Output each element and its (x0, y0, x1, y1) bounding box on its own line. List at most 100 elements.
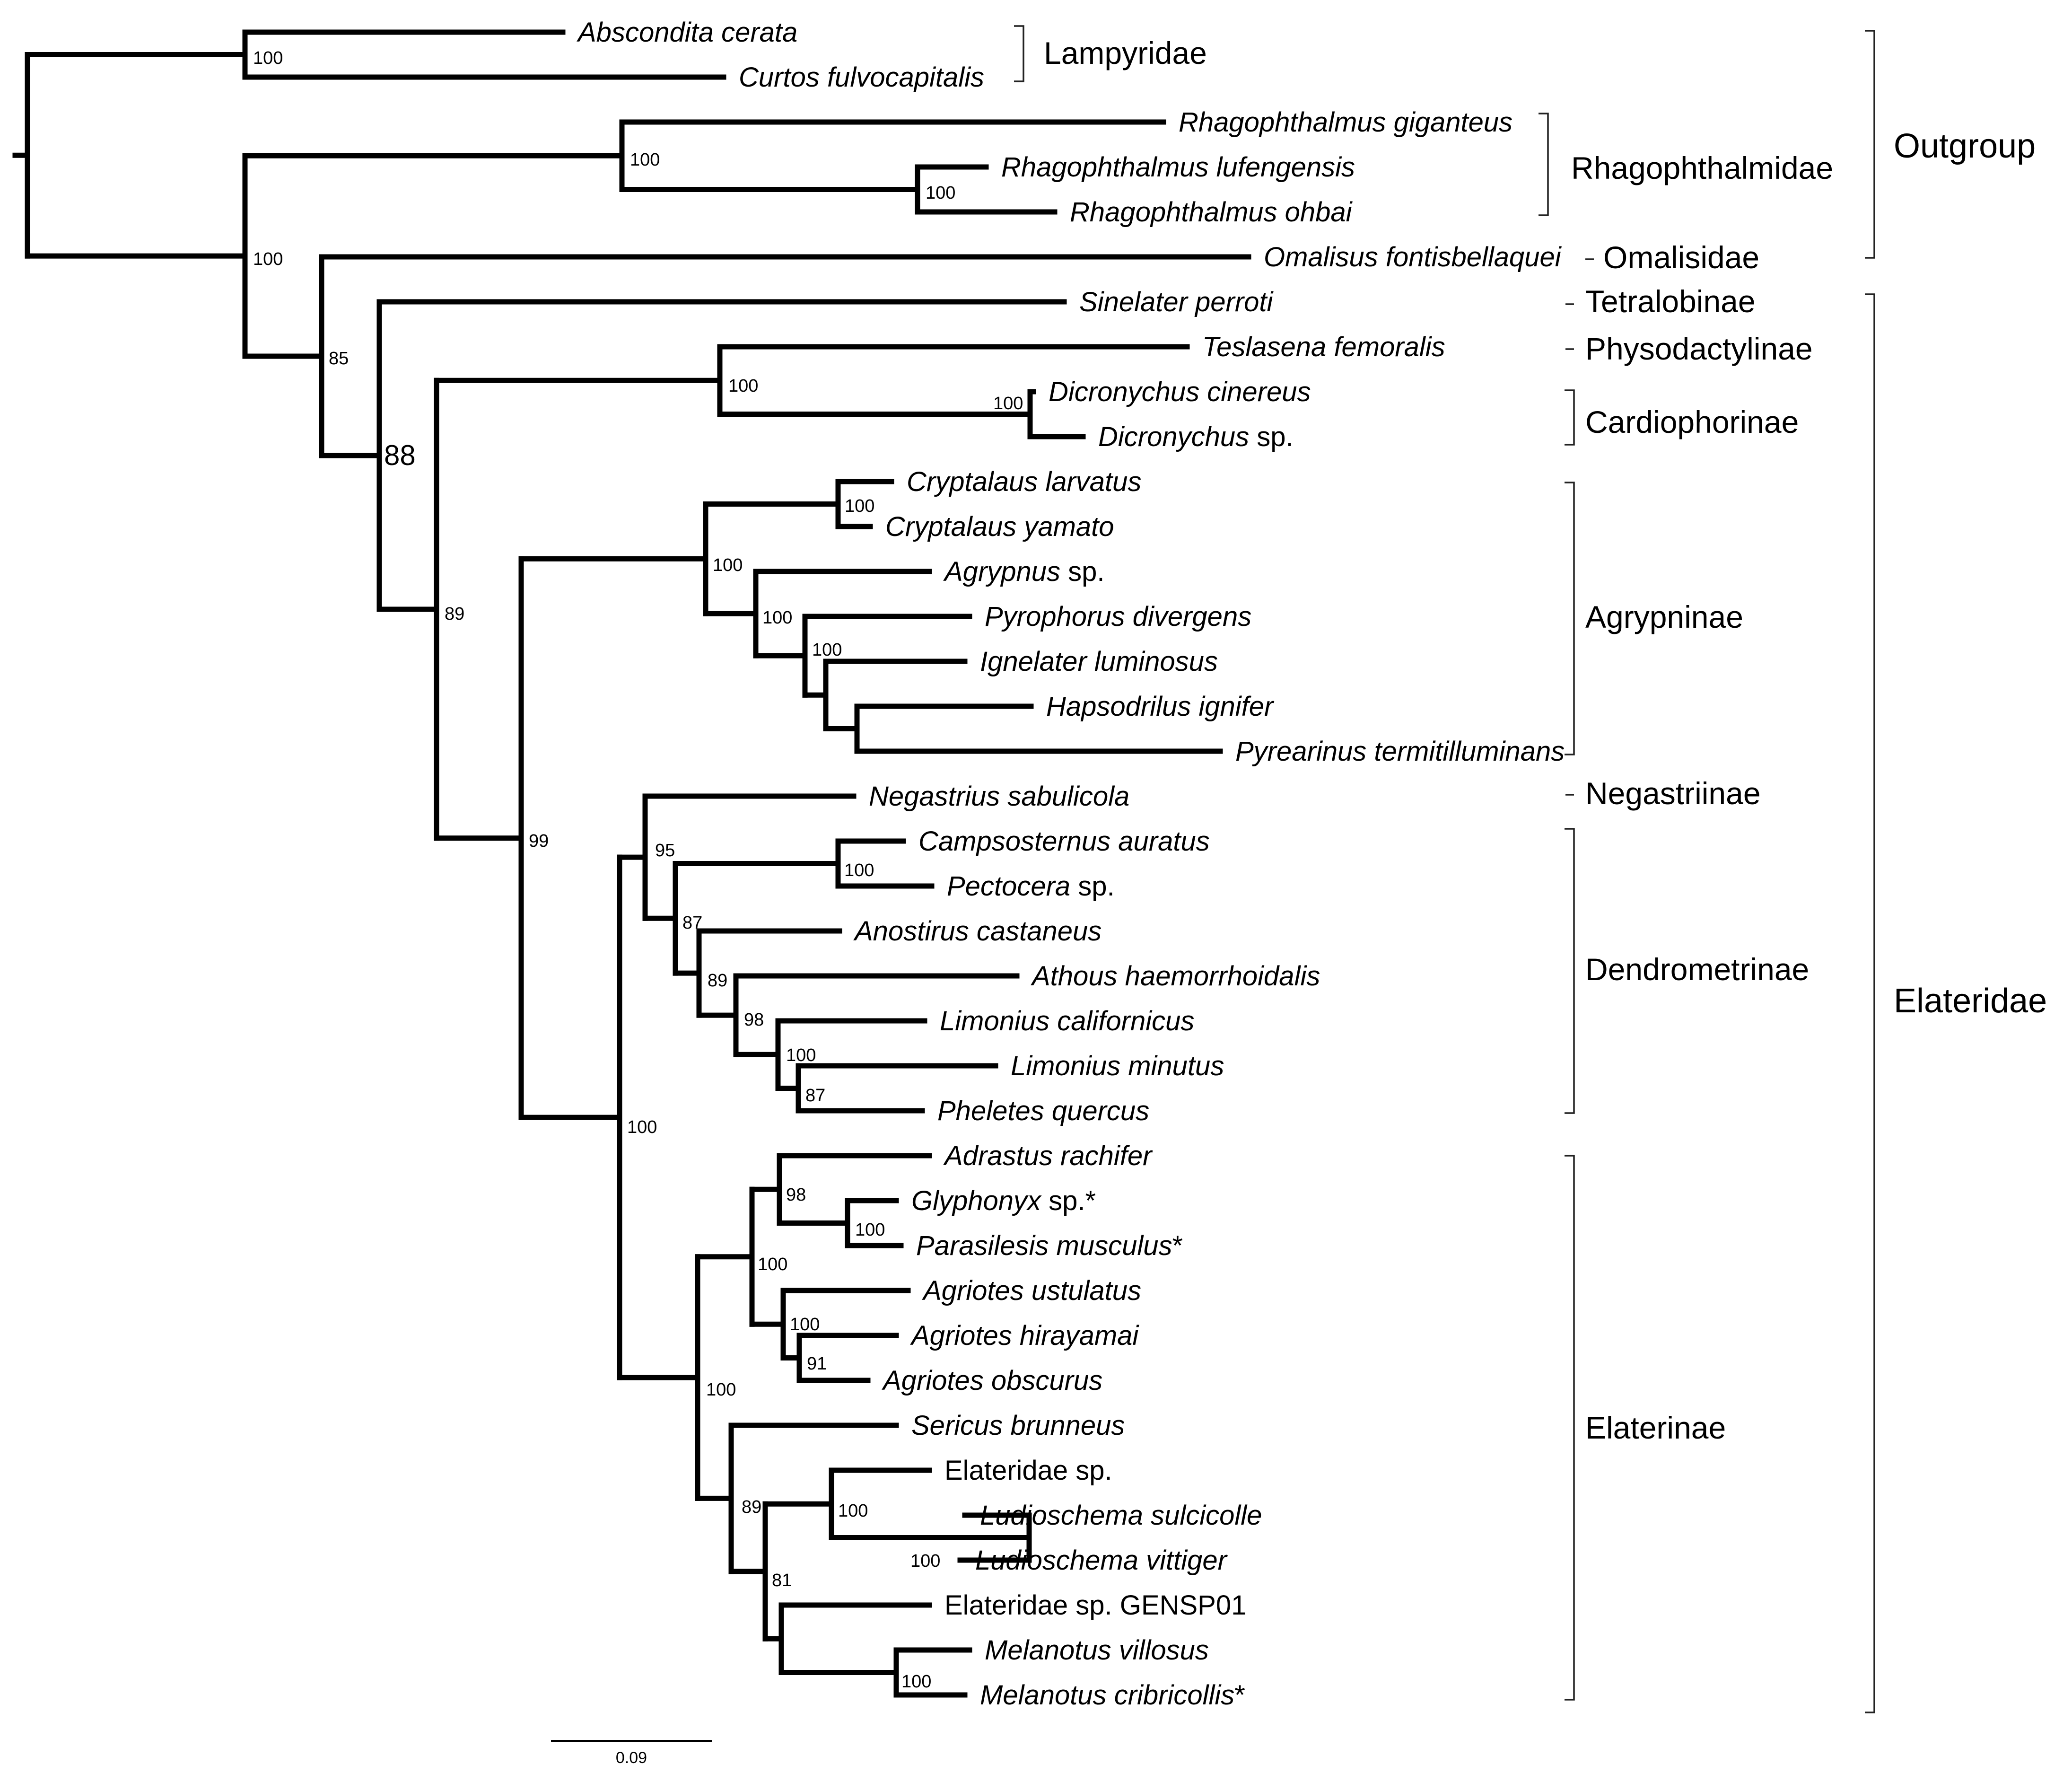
taxon-label: Campsosternus auratus (918, 826, 1210, 857)
support-value: 100 (812, 640, 842, 660)
taxon-label-part: Elateridae sp. (944, 1455, 1112, 1486)
taxon-label: Limonius californicus (940, 1006, 1194, 1036)
taxon-label-part: Ludioschema vittiger (975, 1545, 1228, 1576)
taxon-label: Athous haemorrhoidalis (1031, 961, 1320, 992)
taxon-label-part: Rhagophthalmus ohbai (1070, 197, 1353, 228)
taxon-label: Adrastus rachifer (943, 1141, 1153, 1171)
taxon-label: Pheletes quercus (937, 1096, 1149, 1126)
support-value: 100 (253, 48, 283, 68)
taxon-label-part: Agriotes ustulatus (922, 1275, 1141, 1306)
taxon-label-part: Hapsodrilus ignifer (1046, 691, 1275, 722)
taxon-label-part: Limonius minutus (1011, 1051, 1224, 1081)
taxon-label-part: Sinelater perroti (1079, 287, 1274, 317)
taxon-label-part: sp. (1060, 556, 1105, 587)
group-label: Agrypninae (1585, 599, 1743, 634)
group-label: Cardiophorinae (1585, 404, 1799, 439)
taxon-label: Abscondita cerata (577, 17, 797, 48)
taxon-label: Sericus brunneus (911, 1410, 1125, 1441)
support-value: 98 (786, 1185, 806, 1205)
taxon-label: Agriotes hirayamai (910, 1320, 1139, 1351)
group-brackets (1014, 25, 1875, 1713)
support-value: 100 (786, 1045, 816, 1065)
tree-branches (12, 29, 1251, 1698)
support-value: 98 (744, 1010, 764, 1030)
support-value: 100 (838, 1501, 868, 1521)
taxon-label-part: Pyrearinus termitilluminans (1235, 736, 1565, 767)
support-value: 89 (742, 1497, 761, 1517)
group-label: Dendrometrinae (1585, 952, 1809, 987)
clade-bracket (1565, 482, 1575, 755)
group-label: Rhagophthalmidae (1571, 150, 1833, 185)
group-label: Outgroup (1894, 127, 2036, 165)
taxon-label: Pectocera sp. (947, 871, 1115, 902)
group-label: Tetralobinae (1585, 284, 1756, 319)
support-values: 100 100 100 100 85 88 89 100 100 99 100 100 100 100 10… (253, 48, 1023, 1692)
support-value: 100 (713, 555, 743, 575)
taxon-label-part: Pyrophorus divergens (985, 601, 1251, 632)
group-label: Elaterinae (1585, 1410, 1726, 1445)
taxon-label-part: Agriotes obscurus (882, 1365, 1102, 1396)
taxon-label: Agrypnus sp. (943, 556, 1105, 587)
support-value: 100 (901, 1672, 931, 1692)
taxon-label-part: Limonius californicus (940, 1006, 1194, 1036)
taxon-label-part: Dicronychus cinereus (1049, 377, 1311, 407)
taxon-label-part: Pheletes quercus (937, 1096, 1149, 1126)
taxon-label: Anostirus castaneus (853, 916, 1102, 947)
support-value: 100 (706, 1380, 736, 1400)
taxon-label: Melanotus cribricollis* (980, 1680, 1245, 1711)
taxon-label-part: Campsosternus auratus (918, 826, 1210, 857)
support-value: 100 (758, 1255, 787, 1274)
clade-bracket (1565, 828, 1575, 1114)
taxon-label-part: Glyphonyx (911, 1185, 1042, 1216)
taxon-label-part: sp.* (1041, 1185, 1096, 1216)
taxon-label: Pyrearinus termitilluminans (1235, 736, 1565, 767)
taxon-label-part: Sericus brunneus (911, 1410, 1125, 1441)
taxon-label: Rhagophthalmus giganteus (1179, 107, 1512, 138)
group-label: Elateridae (1894, 982, 2047, 1020)
support-value: 87 (805, 1086, 825, 1106)
taxon-label: Melanotus villosus (985, 1635, 1209, 1666)
clade-bracket (1865, 30, 1875, 259)
scale-bar: 0.09 (551, 1740, 712, 1767)
support-value: 100 (627, 1117, 657, 1137)
support-value: 91 (807, 1354, 827, 1374)
taxon-label-part: Pectocera (947, 871, 1070, 902)
support-value: 100 (910, 1551, 940, 1571)
taxon-label: Elateridae sp. GENSP01 (944, 1590, 1246, 1621)
taxon-label: Sinelater perroti (1079, 287, 1274, 317)
group-label: Omalisidae (1603, 240, 1759, 275)
taxon-label: Hapsodrilus ignifer (1046, 691, 1275, 722)
clade-bracket (1865, 293, 1875, 1713)
taxon-label: Ignelater luminosus (980, 646, 1218, 677)
taxon-label-part: Elateridae sp. GENSP01 (944, 1590, 1246, 1621)
taxon-label-part: Ludioschema sulcicolle (980, 1500, 1262, 1531)
taxon-label: Rhagophthalmus lufengensis (1001, 152, 1355, 183)
clade-bracket (1014, 25, 1024, 82)
taxon-label-part: * (1172, 1230, 1183, 1261)
taxon-label: Agriotes obscurus (882, 1365, 1102, 1396)
taxon-label: Agriotes ustulatus (922, 1275, 1141, 1306)
taxon-labels: Abscondita cerata Curtos fulvocapitalis Rh… (577, 17, 1565, 1711)
group-labels: Lampyridae Rhagophthalmidae Omalisidae Tetr… (1044, 35, 2047, 1445)
taxon-label-part: * (1234, 1680, 1245, 1711)
support-value: 89 (708, 971, 727, 991)
taxon-label: Rhagophthalmus ohbai (1070, 197, 1353, 228)
taxon-label-part: Ignelater luminosus (980, 646, 1218, 677)
group-label: Physodactylinae (1585, 331, 1813, 366)
support-value: 87 (682, 913, 702, 933)
taxon-label-part: Adrastus rachifer (943, 1141, 1153, 1171)
taxon-label: Dicronychus sp. (1098, 421, 1294, 452)
taxon-label-part: Agrypnus (943, 556, 1060, 587)
taxon-label-part: Rhagophthalmus lufengensis (1001, 152, 1355, 183)
clade-bracket (1539, 113, 1549, 216)
support-value: 100 (993, 394, 1023, 413)
support-value: 100 (844, 860, 874, 880)
support-value: 100 (855, 1220, 885, 1240)
taxon-label-part: Curtos fulvocapitalis (739, 62, 984, 93)
taxon-label-part: Teslasena femoralis (1202, 332, 1445, 362)
taxon-label: Omalisus fontisbellaquei (1264, 242, 1562, 272)
taxon-label: Negastrius sabulicola (869, 781, 1129, 812)
taxon-label-part: Melanotus cribricollis (980, 1680, 1234, 1711)
taxon-label-part: Cryptalaus larvatus (907, 466, 1141, 497)
